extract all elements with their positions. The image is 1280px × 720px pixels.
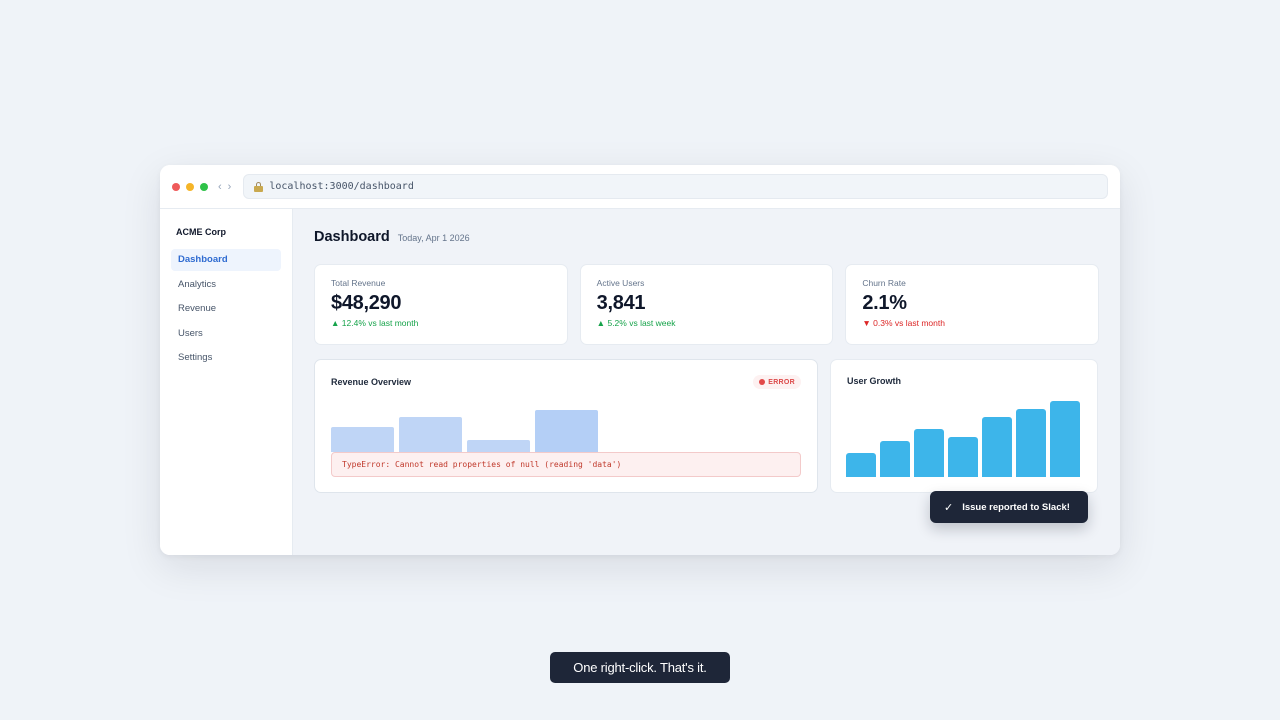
kpi-delta: ▼ 0.3% vs last month [862,318,1082,328]
trend-up-icon: ▲ [331,318,340,328]
error-badge-label: ERROR [768,378,795,386]
card-title: Revenue Overview [331,377,412,387]
user-growth-bar [846,453,876,477]
user-growth-bar [1016,409,1046,477]
kpi-row: Total Revenue $48,290 ▲ 12.4% vs last mo… [314,264,1100,345]
main-content: Dashboard Today, Apr 1 2026 Total Revenu… [293,209,1120,555]
minimize-window-button[interactable] [186,182,194,191]
sidebar-item-settings[interactable]: Settings [178,352,213,364]
charts-row: Revenue Overview ERROR TypeError: Cannot… [314,359,1099,493]
kpi-delta: ▲ 5.2% vs last week [597,318,817,328]
kpi-delta-text: 0.3% vs last month [873,318,945,328]
maximize-window-button[interactable] [200,182,208,191]
kpi-delta: ▲ 12.4% vs last month [331,318,551,328]
kpi-card-churn-rate: Churn Rate 2.1% ▼ 0.3% vs last month [845,264,1100,345]
revenue-overview-card: Revenue Overview ERROR TypeError: Cannot… [314,359,818,493]
page-title: Dashboard [314,229,390,245]
back-arrow-icon[interactable]: ‹ [218,180,222,193]
revenue-bar [467,440,530,452]
user-growth-bar [948,437,978,477]
user-growth-bar [982,417,1012,477]
user-growth-card: User Growth [830,359,1098,493]
page-date: Today, Apr 1 2026 [397,233,470,243]
user-growth-bar [1050,401,1080,477]
kpi-value: 2.1% [862,292,907,314]
kpi-label: Active Users [596,278,645,288]
lock-icon [254,181,264,192]
revenue-bar [535,410,598,452]
kpi-delta-text: 12.4% vs last month [341,318,419,328]
error-status-badge: ERROR [753,375,801,389]
kpi-delta-text: 5.2% vs last week [607,318,676,328]
close-window-button[interactable] [172,182,180,191]
brand-name: ACME Corp [176,227,226,237]
card-title: User Growth [847,376,902,386]
kpi-value: 3,841 [596,292,646,314]
forward-arrow-icon[interactable]: › [227,180,232,193]
sidebar: ACME Corp Dashboard Analytics Revenue Us… [160,209,293,555]
sidebar-item-dashboard[interactable]: Dashboard [171,249,281,271]
checkmark-icon: ✓ [944,501,954,514]
kpi-label: Total Revenue [331,278,386,288]
app-layout: ACME Corp Dashboard Analytics Revenue Us… [160,209,1120,555]
kpi-value: $48,290 [331,292,402,314]
user-growth-bar [880,441,910,477]
caption-banner: One right-click. That's it. [550,652,730,683]
revenue-bar [399,417,462,452]
revenue-bar [331,427,394,452]
user-growth-bar [914,429,944,477]
sidebar-item-analytics[interactable]: Analytics [178,278,217,290]
error-message-box: TypeError: Cannot read properties of nul… [331,452,801,477]
sidebar-item-revenue[interactable]: Revenue [178,303,217,315]
page-header: Dashboard Today, Apr 1 2026 [314,229,1099,251]
kpi-card-total-revenue: Total Revenue $48,290 ▲ 12.4% vs last mo… [314,264,568,345]
error-dot-icon [759,379,766,385]
sidebar-item-users[interactable]: Users [178,327,203,339]
trend-up-icon: ▲ [596,318,606,328]
kpi-card-active-users: Active Users 3,841 ▲ 5.2% vs last week [579,264,834,345]
browser-titlebar: ‹ › localhost:3000/dashboard [160,165,1120,209]
address-bar[interactable]: localhost:3000/dashboard [243,174,1108,199]
kpi-label: Churn Rate [862,278,906,288]
toast-message: Issue reported to Slack! [962,501,1070,513]
revenue-bar-chart [331,410,598,452]
success-toast[interactable]: ✓ Issue reported to Slack! [930,491,1088,523]
trend-down-icon: ▼ [862,318,871,328]
user-growth-bar-chart [846,397,1080,477]
browser-window: ‹ › localhost:3000/dashboard ACME Corp D… [160,165,1120,555]
url-text: localhost:3000/dashboard [269,181,414,192]
